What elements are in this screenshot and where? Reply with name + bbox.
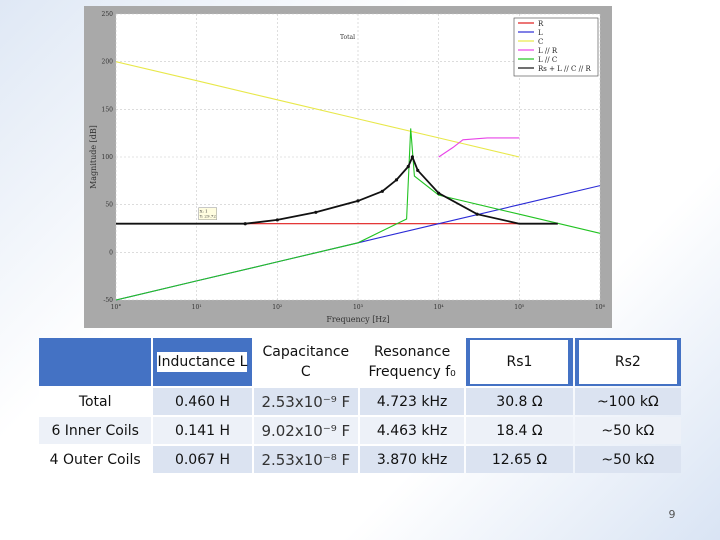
row-label: 6 Inner Coils: [39, 417, 152, 444]
inductance-cell: 0.067 H: [153, 446, 252, 473]
x-tick-label: 10³: [353, 304, 364, 311]
rs2-cell: ~50 kΩ: [574, 446, 681, 473]
header-resonance: Resonance Frequency f₀: [359, 338, 465, 386]
series-line-l-par-c: [115, 128, 601, 301]
row-label: Total: [39, 388, 152, 415]
table-row: 4 Outer Coils 0.067 H 2.53x10⁻⁸ F 3.870 …: [39, 446, 681, 473]
header-rs2-text: Rs2: [578, 340, 677, 384]
y-axis-label: Magnitude [dB]: [89, 125, 98, 189]
header-capacitance: Capacitance C: [253, 338, 358, 386]
legend-label: R: [538, 20, 544, 28]
header-inductance-text: Inductance L: [157, 352, 248, 372]
legend-label: Rs + L // C // R: [538, 65, 592, 73]
resonance-cell: 3.870 kHz: [359, 446, 465, 473]
x-tick-label: 10¹: [192, 304, 202, 311]
y-tick-label: 200: [102, 59, 114, 66]
inductance-cell: 0.460 H: [153, 388, 252, 415]
x-tick-label: 10⁴: [434, 304, 445, 311]
inductance-cell: 0.141 H: [153, 417, 252, 444]
series-point: [410, 155, 414, 159]
x-tick-label: 10°: [111, 304, 122, 311]
y-tick-label: -50: [103, 297, 113, 304]
rs1-cell: 30.8 Ω: [466, 388, 573, 415]
capacitance-cell: 2.53x10⁻⁹ F: [253, 388, 358, 415]
series-point: [416, 168, 420, 172]
y-tick-label: 250: [102, 11, 114, 18]
series-point: [243, 222, 247, 226]
capacitance-cell: 2.53x10⁻⁸ F: [253, 446, 358, 473]
resonance-cell: 4.723 kHz: [359, 388, 465, 415]
rs2-cell: ~100 kΩ: [574, 388, 681, 415]
series-line-l-par-r: [438, 137, 520, 158]
x-axis-label: Frequency [Hz]: [326, 315, 389, 324]
rs1-cell: 12.65 Ω: [466, 446, 573, 473]
row-label: 4 Outer Coils: [39, 446, 152, 473]
data-tip-box: [198, 207, 217, 220]
series-point: [475, 212, 479, 216]
header-rs1: Rs1: [466, 338, 573, 386]
resonance-cell: 4.463 kHz: [359, 417, 465, 444]
data-tip-text: Y: 29.72: [199, 214, 217, 219]
legend-label: L: [538, 29, 543, 37]
page-number: 9: [668, 508, 676, 521]
y-tick-label: 150: [102, 106, 114, 113]
header-inductance: Inductance L: [153, 338, 252, 386]
series-lines: [115, 61, 601, 301]
header-corner: [39, 338, 152, 386]
tick-labels: 10° 10¹ 10² 10³ 10⁴ 10⁵ 10⁶ 250 200 150 100 50 0 -50: [102, 11, 606, 311]
header-rs2: Rs2: [574, 338, 681, 386]
magnitude-plot: 10° 10¹ 10² 10³ 10⁴ 10⁵ 10⁶ 250 200 150 100 50 0 -50 …: [84, 6, 612, 328]
legend-label: C: [538, 38, 543, 46]
x-tick-label: 10⁵: [514, 304, 525, 311]
series-point: [437, 191, 441, 195]
rs2-cell: ~50 kΩ: [574, 417, 681, 444]
header-rs1-text: Rs1: [470, 340, 569, 384]
legend-label: L // R: [538, 47, 558, 55]
series-point: [314, 210, 318, 214]
series-point: [406, 164, 410, 169]
table-row: 6 Inner Coils 0.141 H 9.02x10⁻⁹ F 4.463 …: [39, 417, 681, 444]
series-point: [380, 189, 384, 193]
table-header-row: Inductance L Capacitance C Resonance Fre…: [39, 338, 681, 386]
data-tip-text: X: 1: [200, 209, 208, 214]
plot-canvas: 10° 10¹ 10² 10³ 10⁴ 10⁵ 10⁶250200150100500-50 …: [89, 11, 606, 324]
legend-box: [513, 17, 599, 77]
coil-parameters-table: Inductance L Capacitance C Resonance Fre…: [37, 336, 683, 475]
table-row: Total 0.460 H 2.53x10⁻⁹ F 4.723 kHz 30.8…: [39, 388, 681, 415]
capacitance-cell: 9.02x10⁻⁹ F: [253, 417, 358, 444]
grid: [115, 13, 601, 301]
data-tip: X: 1Y: 29.72: [198, 207, 217, 220]
series-point: [356, 199, 360, 203]
rs1-cell: 18.4 Ω: [466, 417, 573, 444]
y-tick-label: 0: [109, 249, 113, 256]
series-point: [275, 218, 279, 222]
x-tick-label: 10²: [272, 304, 283, 311]
series-line-c: [115, 61, 520, 158]
x-tick-label: 10⁶: [595, 304, 606, 311]
y-tick-label: 50: [105, 202, 113, 209]
legend-label: L // C: [538, 56, 557, 64]
plot-inner-title: Total: [340, 34, 355, 41]
y-tick-label: 100: [102, 154, 114, 161]
series-point: [394, 178, 399, 182]
